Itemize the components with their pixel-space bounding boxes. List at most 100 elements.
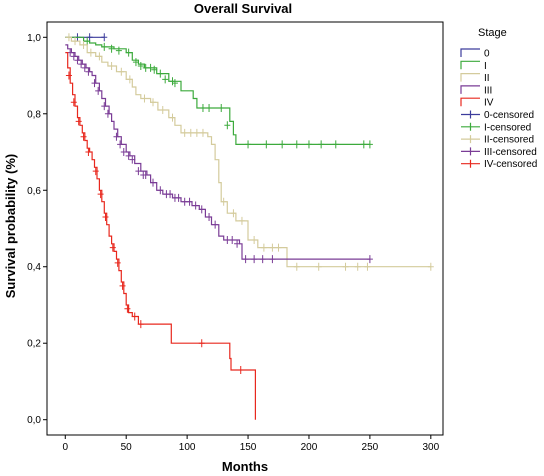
y-tick-label: 1,0 xyxy=(27,33,41,44)
censor-mark xyxy=(157,69,164,78)
censor-mark xyxy=(366,255,373,264)
censor-mark xyxy=(199,104,206,113)
censor-mark xyxy=(360,140,367,149)
censor-mark xyxy=(269,255,276,264)
censor-mark xyxy=(150,178,157,187)
legend-swatch xyxy=(460,48,480,57)
legend-swatch xyxy=(460,73,480,82)
censor-mark xyxy=(169,113,176,122)
chart-title: Overall Survival xyxy=(194,1,292,16)
censor-mark xyxy=(95,86,102,95)
censor-mark xyxy=(198,205,205,214)
legend-entry: III xyxy=(460,85,492,96)
censor-mark xyxy=(91,79,98,88)
censor-mark xyxy=(117,140,124,149)
y-axis-title: Survival probability (%) xyxy=(3,154,18,298)
survival-curves xyxy=(65,33,434,420)
censor-mark xyxy=(245,140,252,149)
censor-mark xyxy=(224,121,231,130)
censor-mark xyxy=(275,243,282,252)
censor-mark xyxy=(366,140,373,149)
censor-mark xyxy=(198,339,205,348)
censor-mark xyxy=(109,243,116,252)
censor-mark xyxy=(318,140,325,149)
censor-mark xyxy=(242,255,249,264)
censor-mark xyxy=(70,52,77,61)
censor-mark xyxy=(142,170,149,179)
censor-mark xyxy=(72,37,79,46)
censor-mark xyxy=(181,128,188,137)
censor-mark xyxy=(101,42,108,51)
legend-swatch xyxy=(460,60,480,70)
legend-label: III-censored xyxy=(484,147,537,158)
survival-line-iv xyxy=(65,52,256,420)
censor-mark xyxy=(238,216,245,225)
legend-entry: 0 xyxy=(460,48,490,60)
censor-mark xyxy=(167,190,174,199)
censor-mark xyxy=(141,94,148,103)
censor-mark xyxy=(175,193,182,202)
censor-mark xyxy=(212,220,219,229)
plot-frame xyxy=(46,21,444,436)
censor-mark xyxy=(118,67,125,76)
censor-mark xyxy=(132,58,139,67)
x-axis-title: Months xyxy=(222,459,268,474)
legend-swatch xyxy=(461,159,480,168)
censor-mark xyxy=(120,148,127,157)
censor-mark xyxy=(74,56,81,65)
legend-swatch xyxy=(461,147,480,156)
censor-mark xyxy=(293,262,300,271)
censor-mark xyxy=(157,186,164,195)
censor-mark xyxy=(113,132,120,141)
legend-label: I xyxy=(484,61,487,72)
censor-mark xyxy=(279,140,286,149)
y-tick-label: 0,8 xyxy=(27,109,41,120)
censor-mark xyxy=(124,304,131,313)
censor-mark xyxy=(101,33,108,42)
x-tick-label: 0 xyxy=(62,442,68,453)
censor-mark xyxy=(84,37,91,46)
censor-mark xyxy=(332,140,339,149)
legend-entry: I xyxy=(460,60,487,72)
censor-mark xyxy=(108,44,115,53)
censor-mark xyxy=(81,63,88,72)
x-tick-label: 150 xyxy=(240,442,257,453)
legend-label: III xyxy=(484,85,492,96)
censor-mark xyxy=(101,102,108,111)
censor-mark xyxy=(147,63,154,72)
censor-mark xyxy=(305,140,312,149)
censor-mark xyxy=(65,33,72,42)
legend-swatch xyxy=(460,97,480,107)
legend-label: IV-censored xyxy=(484,159,537,170)
censor-mark xyxy=(85,67,92,76)
censor-mark xyxy=(206,213,213,222)
censor-mark xyxy=(78,60,85,69)
censor-mark xyxy=(293,140,300,149)
series-iii xyxy=(65,44,373,264)
legend-label: 0-censored xyxy=(484,110,534,121)
censor-mark xyxy=(65,71,72,80)
x-tick-label: 50 xyxy=(121,442,133,453)
series-iv xyxy=(65,52,256,420)
censor-mark xyxy=(186,197,193,206)
censor-mark xyxy=(75,117,82,126)
x-axis-ticks: 0 50 100 150 200 250 300 xyxy=(62,435,440,453)
censor-mark xyxy=(237,365,244,374)
legend-entry: II xyxy=(460,73,490,84)
censor-mark xyxy=(187,128,194,137)
censor-mark xyxy=(162,75,169,84)
censor-mark xyxy=(251,235,258,244)
censor-mark xyxy=(218,104,225,113)
legend-entry: I-censored xyxy=(461,122,531,133)
censor-mark xyxy=(364,262,371,271)
censor-mark xyxy=(234,239,241,248)
censor-mark xyxy=(199,128,206,137)
x-tick-label: 100 xyxy=(179,442,196,453)
censor-mark xyxy=(115,46,122,55)
y-axis-ticks: 0,0 0,2 0,4 0,6 0,8 1,0 xyxy=(27,33,47,426)
censor-mark xyxy=(104,109,111,118)
censor-mark xyxy=(129,155,136,164)
legend-swatch xyxy=(461,122,480,131)
censor-mark xyxy=(206,104,213,113)
